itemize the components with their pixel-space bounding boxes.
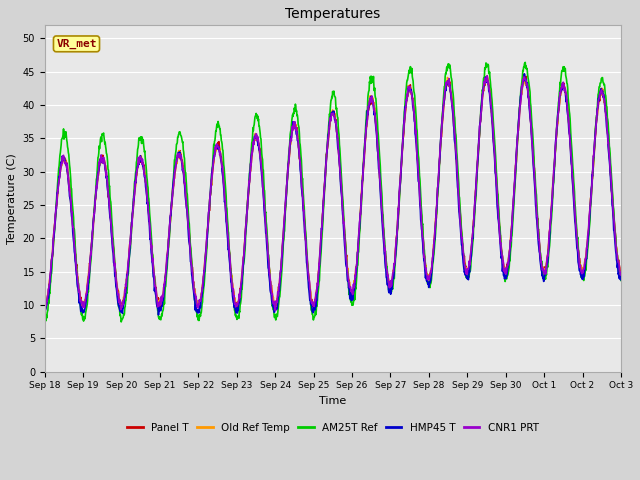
CNR1 PRT [41,299,49,305]
Old Ref Temp [155,300,163,306]
Panel T [498,252,506,258]
Panel T [234,302,241,308]
Old Ref Temp [483,73,491,79]
Line: CNR1 PRT: CNR1 PRT [45,76,621,311]
CNR1 PRT [169,187,177,192]
CNR1 PRT [271,308,279,313]
Panel T [170,184,177,190]
Old Ref Temp [271,306,279,312]
HMP45 T [520,71,528,77]
Text: VR_met: VR_met [56,39,97,49]
X-axis label: Time: Time [319,396,346,406]
Panel T [549,180,557,186]
CNR1 PRT [234,302,241,308]
Panel T [423,273,431,278]
CNR1 PRT [155,301,163,307]
AM25T Ref [617,277,625,283]
Panel T [41,300,49,305]
HMP45 T [549,180,557,186]
AM25T Ref [522,60,529,65]
AM25T Ref [423,276,431,281]
AM25T Ref [156,316,163,322]
AM25T Ref [117,319,125,325]
HMP45 T [617,275,625,280]
Line: Old Ref Temp: Old Ref Temp [45,76,621,309]
AM25T Ref [170,178,177,184]
Line: AM25T Ref: AM25T Ref [45,62,621,322]
Panel T [617,268,625,274]
Line: HMP45 T: HMP45 T [45,74,621,315]
Panel T [157,307,164,312]
Old Ref Temp [617,270,625,276]
AM25T Ref [234,314,241,320]
Old Ref Temp [499,255,506,261]
Old Ref Temp [234,303,241,309]
Old Ref Temp [423,271,431,276]
CNR1 PRT [499,254,506,260]
CNR1 PRT [423,272,431,278]
CNR1 PRT [617,270,625,276]
Y-axis label: Temperature (C): Temperature (C) [7,153,17,244]
HMP45 T [423,278,431,284]
AM25T Ref [41,314,49,320]
HMP45 T [155,312,163,318]
CNR1 PRT [549,180,557,185]
AM25T Ref [498,251,506,257]
Line: Panel T: Panel T [45,74,621,310]
Old Ref Temp [549,174,557,180]
HMP45 T [156,303,163,309]
CNR1 PRT [483,73,491,79]
HMP45 T [234,305,241,311]
Title: Temperatures: Temperatures [285,7,380,21]
HMP45 T [498,257,506,263]
Panel T [520,72,528,77]
Old Ref Temp [169,184,177,190]
AM25T Ref [549,183,557,189]
Legend: Panel T, Old Ref Temp, AM25T Ref, HMP45 T, CNR1 PRT: Panel T, Old Ref Temp, AM25T Ref, HMP45 … [123,419,543,437]
Panel T [155,300,163,306]
HMP45 T [170,180,177,186]
HMP45 T [41,310,49,316]
Old Ref Temp [41,299,49,304]
